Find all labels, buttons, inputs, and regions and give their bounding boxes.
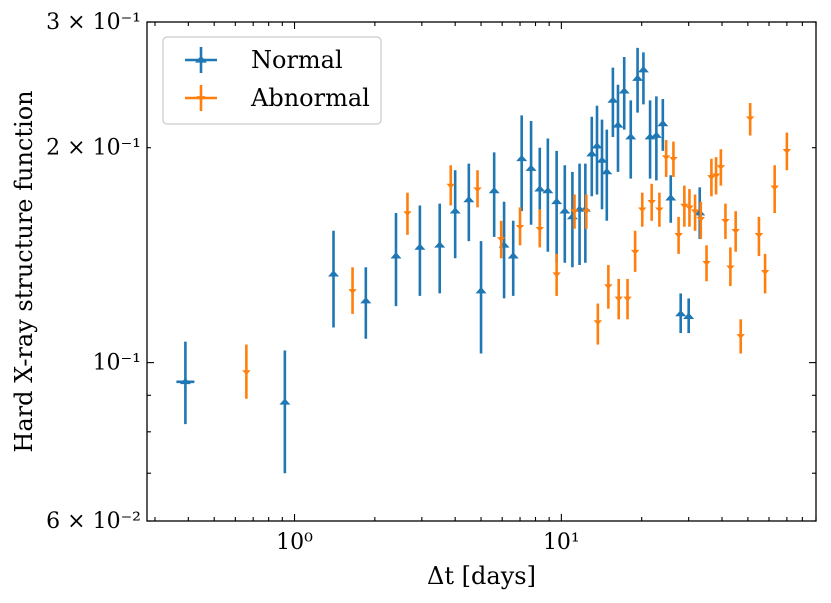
data-point	[674, 233, 683, 238]
x-tick-label: 10⁰	[276, 530, 313, 555]
y-tick-label: 6 × 10⁻²	[46, 509, 141, 534]
y-tick-label: 2 × 10⁻¹	[46, 136, 141, 161]
data-point	[242, 370, 251, 376]
data-point	[559, 207, 571, 214]
data-point	[770, 185, 779, 191]
series-abnormal	[242, 103, 792, 399]
data-point	[507, 252, 519, 259]
data-point	[665, 194, 677, 201]
data-point	[328, 270, 340, 277]
data-point	[515, 224, 525, 230]
data-point	[535, 226, 544, 232]
data-point	[655, 207, 664, 213]
legend-entry-abnormal: Abnormal	[185, 84, 370, 112]
data-point	[612, 121, 624, 128]
legend-abnormal-label: Abnormal	[250, 84, 370, 112]
data-point	[604, 284, 613, 290]
y-tick-label: 10⁻¹	[93, 351, 141, 376]
legend-box	[162, 36, 382, 125]
data-point	[390, 252, 402, 259]
data-point	[711, 173, 721, 179]
data-point	[414, 243, 426, 250]
data-point	[473, 187, 482, 193]
data-point	[754, 233, 764, 238]
data-point	[179, 377, 191, 385]
data-point	[488, 186, 500, 194]
ticks-layer	[147, 21, 817, 522]
data-point	[582, 209, 591, 215]
data-point	[403, 211, 412, 217]
data-point	[593, 320, 603, 325]
data-point	[566, 212, 578, 220]
data-point	[596, 156, 608, 163]
legend-entry-normal: Normal	[185, 46, 343, 74]
data-point	[618, 87, 630, 94]
data-point	[707, 175, 716, 180]
data-point	[675, 310, 687, 317]
data-point	[552, 272, 561, 278]
data-point	[632, 74, 644, 81]
data-point	[542, 186, 554, 194]
data-point	[348, 289, 357, 294]
data-point	[716, 165, 726, 170]
data-point	[449, 207, 461, 214]
data-point	[736, 334, 745, 339]
data-point	[525, 164, 537, 171]
data-point	[623, 296, 632, 302]
legend-normal-label: Normal	[251, 46, 343, 74]
data-point	[696, 217, 705, 222]
data-point	[463, 196, 475, 203]
legend: Normal Abnormal	[162, 36, 382, 125]
data-point	[625, 133, 637, 140]
data-point	[683, 312, 695, 319]
data-point	[516, 154, 528, 162]
data-point	[360, 297, 372, 304]
data-point	[726, 265, 735, 271]
data-point	[570, 209, 579, 215]
x-tick-label: 10¹	[543, 530, 580, 555]
legend-normal-triangle-up-icon	[195, 55, 207, 63]
data-point	[647, 199, 656, 205]
data-point	[690, 209, 700, 215]
legend-abnormal-triangle-down-icon	[196, 96, 206, 102]
data-point	[680, 203, 689, 209]
data-point	[446, 183, 455, 189]
data-point	[637, 66, 649, 73]
data-point	[760, 270, 770, 275]
data-point	[551, 197, 563, 205]
data-point	[702, 260, 711, 266]
data-point	[279, 398, 291, 405]
data-point	[534, 185, 546, 192]
data-point	[601, 167, 613, 175]
marks-layer	[176, 47, 792, 474]
data-point	[614, 296, 623, 302]
data-point	[638, 207, 647, 213]
data-point	[591, 142, 603, 149]
data-point	[669, 156, 678, 162]
data-point	[630, 249, 640, 255]
data-point	[607, 96, 619, 103]
data-point	[475, 287, 487, 294]
data-point	[731, 228, 740, 234]
x-axis-label: Δt [days]	[427, 562, 536, 590]
data-point	[661, 155, 671, 161]
y-axis-label: Hard X-ray structure function	[10, 90, 38, 452]
data-point	[782, 149, 792, 154]
data-point	[586, 150, 598, 157]
series-normal	[176, 47, 706, 474]
data-point	[685, 205, 694, 211]
tick-labels-layer: 10⁰ 10¹ 6 × 10⁻² 10⁻¹ 2 × 10⁻¹ 3 × 10⁻¹	[46, 10, 580, 555]
data-point	[434, 241, 446, 248]
data-point	[721, 219, 730, 224]
data-point	[657, 119, 669, 127]
y-tick-label: 3 × 10⁻¹	[46, 10, 141, 35]
data-point	[496, 237, 506, 242]
data-point	[650, 131, 662, 138]
data-point	[745, 116, 755, 122]
